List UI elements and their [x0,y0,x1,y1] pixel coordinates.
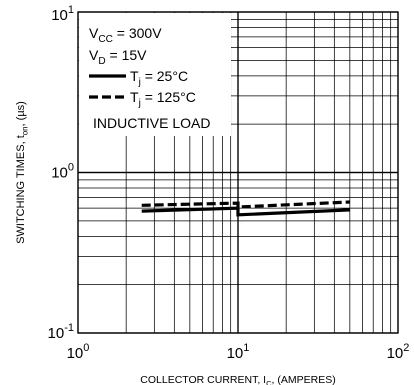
axis-labels: COLLECTOR CURRENT, IC, (AMPERES) SWITCHIN… [15,101,336,385]
x-tick-label: 100 [67,342,90,362]
legend-label-125c: Tj = 125°C [130,89,196,109]
series-line-25c [141,206,350,217]
condition-vd: VD = 15V [89,47,147,67]
y-tick-label: 100 [51,162,74,182]
data-series [141,200,350,217]
x-tick-label: 102 [387,342,410,362]
y-tick-label: 101 [51,4,74,24]
x-tick-label: 101 [227,342,250,362]
series-line-125c [141,200,350,209]
plot-frame [77,11,399,334]
condition-vcc: VCC = 300V [89,25,162,45]
y-axis-label: SWITCHING TIMES, ton, (µs) [15,101,29,244]
legend-label-25c: Tj = 25°C [130,68,188,88]
x-axis-label: COLLECTOR CURRENT, IC, (AMPERES) [140,374,335,385]
annotation-inductive-load: INDUCTIVE LOAD [93,115,210,131]
y-tick-label: 10-1 [48,322,74,342]
